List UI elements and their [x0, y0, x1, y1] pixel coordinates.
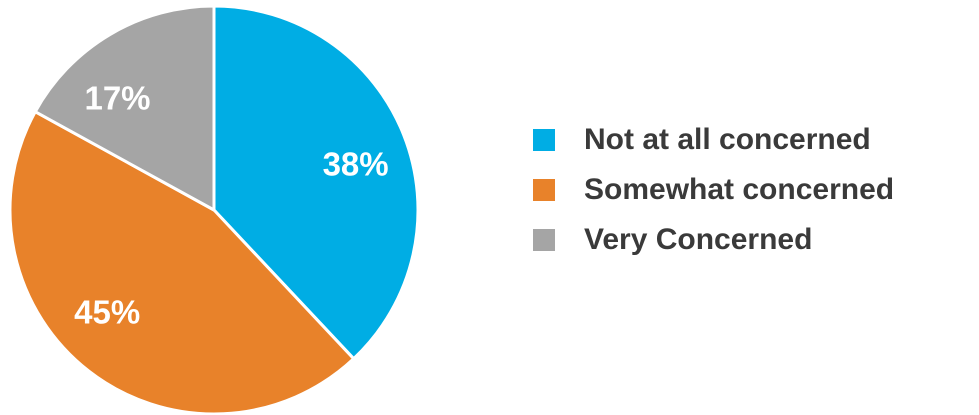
legend-swatch-not-at-all-concerned: [533, 128, 555, 151]
pie-slices: [8, 4, 420, 415]
pie-slice-not-at-all-concerned: [212, 4, 420, 361]
slice-label-very-concerned: 17%: [84, 80, 150, 117]
legend-label-somewhat-concerned: Somewhat concerned: [584, 172, 895, 206]
pie-slice-labels: 38% 45% 17%: [74, 80, 388, 331]
legend-item-somewhat-concerned: Somewhat concerned: [533, 168, 894, 211]
legend-swatch-very-concerned: [533, 228, 555, 251]
legend-label-very-concerned: Very Concerned: [584, 222, 813, 256]
legend-item-very-concerned: Very Concerned: [533, 218, 894, 261]
slice-label-not-at-all-concerned: 38%: [323, 145, 389, 182]
pie-slice-very-concerned: [33, 4, 216, 212]
legend: Not at all concerned Somewhat concerned …: [533, 118, 894, 268]
legend-label-not-at-all-concerned: Not at all concerned: [584, 122, 871, 156]
pie-slice-somewhat-concerned: [8, 110, 356, 415]
legend-item-not-at-all-concerned: Not at all concerned: [533, 118, 894, 161]
slice-label-somewhat-concerned: 45%: [74, 294, 140, 331]
legend-swatch-somewhat-concerned: [533, 178, 555, 201]
